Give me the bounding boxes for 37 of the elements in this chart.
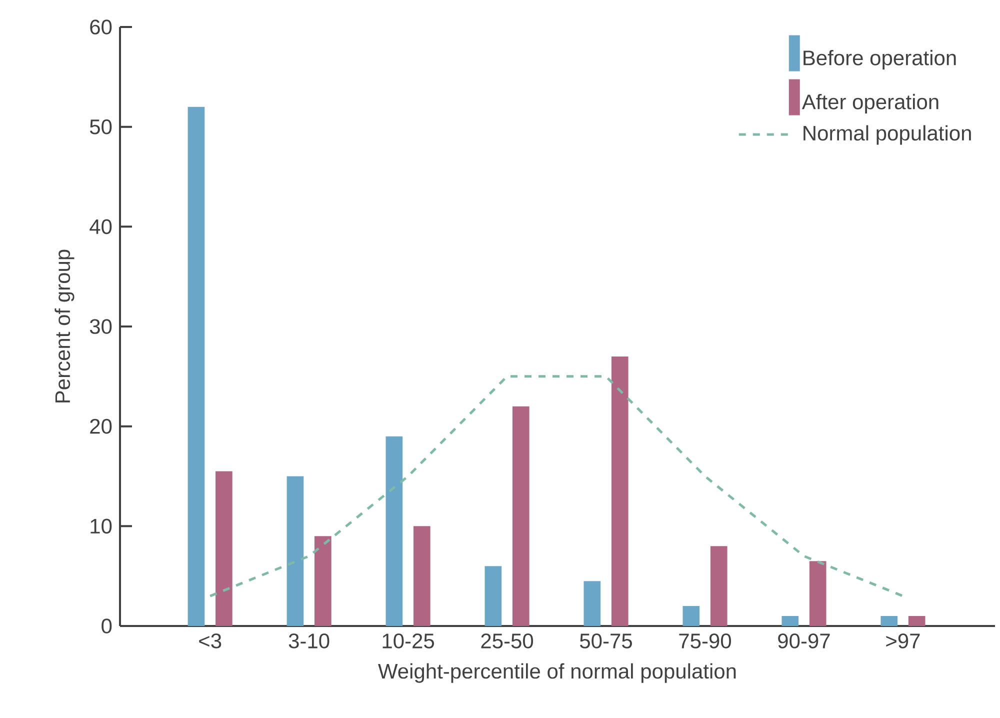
x-tick-label: >97 xyxy=(886,634,920,648)
bar xyxy=(584,581,601,626)
y-axis-title: Percent of group xyxy=(54,250,74,402)
x-tick-label: 25-50 xyxy=(481,634,534,648)
bar xyxy=(908,616,926,626)
y-tick-label: 10 xyxy=(90,518,112,534)
y-tick-label: 0 xyxy=(102,618,112,634)
bar xyxy=(682,606,700,626)
bar xyxy=(286,476,304,626)
bar xyxy=(188,106,205,626)
bar xyxy=(512,406,530,626)
bar xyxy=(809,561,826,626)
bar xyxy=(782,616,799,626)
x-tick-label: 75-90 xyxy=(679,634,732,648)
x-tick-label: 90-97 xyxy=(778,634,830,648)
y-tick-label: 60 xyxy=(90,20,112,34)
legend-label: Normal population xyxy=(804,125,971,145)
bar xyxy=(484,566,502,626)
y-tick-label: 40 xyxy=(90,219,112,234)
legend-label: Before operation xyxy=(804,50,956,70)
bar xyxy=(413,526,430,626)
y-tick-label: 30 xyxy=(90,319,112,334)
bar xyxy=(611,356,628,626)
bar xyxy=(386,436,403,626)
y-tick-label: 50 xyxy=(90,119,112,134)
bar xyxy=(880,616,898,626)
x-tick-label: 10-25 xyxy=(382,634,434,648)
legend-label: After operation xyxy=(802,94,938,114)
bar xyxy=(314,536,332,626)
x-tick-label: <3 xyxy=(199,634,222,648)
line-series xyxy=(208,375,904,598)
y-tick-label: 20 xyxy=(90,418,112,434)
x-tick-label: 50-75 xyxy=(580,634,632,648)
bar xyxy=(216,471,232,626)
x-axis-title: Weight-percentile of normal population xyxy=(378,663,736,683)
bar xyxy=(710,546,728,626)
x-tick-label: 3-10 xyxy=(288,634,330,648)
